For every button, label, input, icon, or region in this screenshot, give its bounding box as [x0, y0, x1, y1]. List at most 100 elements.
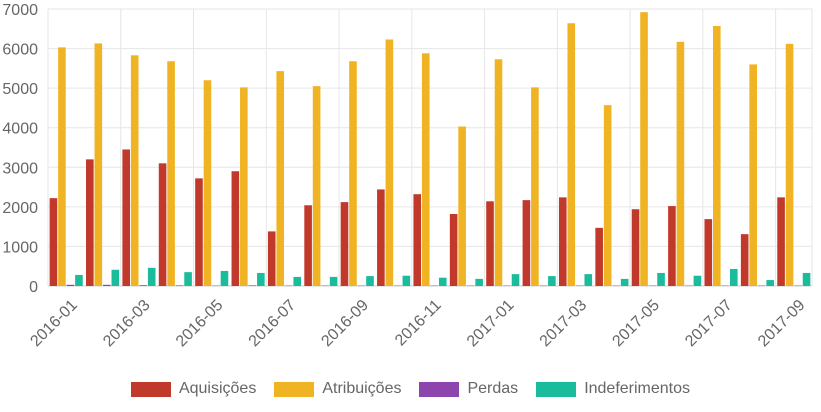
bar-atribuicoes-2016-04[interactable] [167, 61, 175, 286]
bar-indeferimentos-2016-10[interactable] [403, 276, 411, 286]
legend: Aquisições Atribuições Perdas Indeferime… [0, 376, 821, 402]
bar-aquisicoes-2016-09[interactable] [341, 202, 349, 286]
bar-indeferimentos-2017-04[interactable] [621, 279, 629, 286]
bar-aquisicoes-2017-08[interactable] [741, 234, 749, 286]
bar-indeferimentos-2016-04[interactable] [184, 272, 192, 286]
bar-aquisicoes-2016-03[interactable] [122, 149, 130, 286]
y-tick-label: 2000 [2, 200, 38, 217]
legend-swatch-indeferimentos [536, 382, 576, 397]
bar-atribuicoes-2016-12[interactable] [458, 127, 466, 286]
bar-perdas-2016-03[interactable] [139, 285, 147, 286]
bar-aquisicoes-2016-11[interactable] [413, 194, 421, 286]
bar-aquisicoes-2017-03[interactable] [559, 197, 567, 286]
x-tick-label: 2016-01 [27, 297, 81, 351]
y-tick-label: 1000 [2, 239, 38, 256]
bar-indeferimentos-2017-05[interactable] [657, 273, 665, 286]
bar-aquisicoes-2017-01[interactable] [486, 201, 494, 286]
x-tick-label: 2017-03 [537, 297, 591, 351]
y-tick-label: 3000 [2, 160, 38, 177]
bar-aquisicoes-2017-07[interactable] [704, 219, 712, 286]
bar-aquisicoes-2017-06[interactable] [668, 206, 676, 286]
bar-atribuicoes-2016-06[interactable] [240, 87, 248, 286]
legend-swatch-aquisicoes [131, 382, 171, 397]
legend-swatch-atribuicoes [274, 382, 314, 397]
bar-aquisicoes-2016-02[interactable] [86, 159, 94, 286]
bar-atribuicoes-2017-04[interactable] [604, 105, 612, 286]
bar-atribuicoes-2017-03[interactable] [567, 23, 575, 286]
bar-atribuicoes-2016-11[interactable] [422, 53, 430, 286]
bar-aquisicoes-2017-05[interactable] [632, 209, 640, 286]
bar-aquisicoes-2016-07[interactable] [268, 231, 276, 286]
x-tick-label: 2016-09 [318, 297, 372, 351]
bar-atribuicoes-2017-02[interactable] [531, 87, 539, 286]
x-tick-label: 2017-09 [755, 297, 809, 351]
bar-atribuicoes-2016-08[interactable] [313, 86, 321, 286]
legend-label-indeferimentos: Indeferimentos [584, 380, 690, 398]
bar-aquisicoes-2016-10[interactable] [377, 189, 385, 286]
legend-label-aquisicoes: Aquisições [179, 380, 256, 398]
bar-indeferimentos-2016-11[interactable] [439, 278, 447, 286]
bar-perdas-2016-01[interactable] [67, 285, 75, 286]
bar-aquisicoes-2016-01[interactable] [50, 198, 58, 286]
bar-indeferimentos-2017-09[interactable] [803, 273, 811, 286]
bar-atribuicoes-2016-01[interactable] [58, 47, 66, 286]
bar-atribuicoes-2017-07[interactable] [713, 26, 721, 286]
bar-indeferimentos-2016-06[interactable] [257, 273, 265, 286]
bar-atribuicoes-2016-05[interactable] [204, 80, 212, 286]
bar-aquisicoes-2016-12[interactable] [450, 214, 458, 286]
bar-indeferimentos-2016-02[interactable] [112, 270, 120, 286]
bar-atribuicoes-2016-03[interactable] [131, 55, 139, 286]
legend-item-perdas[interactable]: Perdas [419, 380, 518, 398]
legend-label-perdas: Perdas [467, 380, 518, 398]
bar-perdas-2016-06[interactable] [249, 285, 257, 286]
bar-aquisicoes-2016-06[interactable] [232, 171, 240, 286]
bars [50, 12, 811, 286]
bar-indeferimentos-2016-01[interactable] [75, 275, 83, 286]
x-tick-label: 2017-05 [609, 297, 663, 351]
legend-label-atribuicoes: Atribuições [322, 380, 401, 398]
bar-indeferimentos-2017-02[interactable] [548, 276, 556, 286]
bar-aquisicoes-2016-05[interactable] [195, 178, 203, 286]
x-tick-label: 2016-11 [392, 297, 445, 350]
bar-aquisicoes-2017-02[interactable] [523, 200, 531, 286]
bar-indeferimentos-2016-08[interactable] [330, 277, 338, 286]
bar-atribuicoes-2017-08[interactable] [749, 64, 757, 286]
bar-indeferimentos-2016-07[interactable] [293, 277, 301, 286]
x-tick-label: 2017-07 [682, 297, 736, 351]
legend-item-atribuicoes[interactable]: Atribuições [274, 380, 401, 398]
bar-indeferimentos-2016-03[interactable] [148, 268, 156, 286]
x-tick-label: 2017-01 [464, 297, 518, 351]
bar-indeferimentos-2016-09[interactable] [366, 276, 374, 286]
bar-atribuicoes-2016-02[interactable] [95, 43, 103, 286]
bar-atribuicoes-2017-01[interactable] [495, 59, 503, 286]
legend-item-aquisicoes[interactable]: Aquisições [131, 380, 256, 398]
bar-aquisicoes-2016-04[interactable] [159, 163, 167, 286]
bar-aquisicoes-2016-08[interactable] [304, 205, 312, 286]
bar-atribuicoes-2016-10[interactable] [386, 39, 394, 286]
bar-indeferimentos-2017-03[interactable] [584, 274, 592, 286]
y-tick-label: 6000 [2, 42, 38, 59]
bar-indeferimentos-2017-08[interactable] [766, 280, 774, 286]
bar-atribuicoes-2017-05[interactable] [640, 12, 648, 286]
bar-indeferimentos-2016-12[interactable] [475, 279, 483, 286]
x-tick-label: 2016-03 [100, 297, 154, 351]
bar-atribuicoes-2016-07[interactable] [276, 71, 284, 286]
bar-indeferimentos-2017-07[interactable] [730, 269, 738, 286]
bar-atribuicoes-2017-09[interactable] [786, 44, 794, 286]
bar-aquisicoes-2017-04[interactable] [595, 228, 603, 286]
legend-item-indeferimentos[interactable]: Indeferimentos [536, 380, 690, 398]
bar-indeferimentos-2016-05[interactable] [221, 271, 229, 286]
bar-aquisicoes-2017-09[interactable] [777, 197, 785, 286]
x-tick-label: 2016-07 [246, 297, 300, 351]
y-tick-label: 5000 [2, 81, 38, 98]
bar-indeferimentos-2017-01[interactable] [512, 274, 520, 286]
bar-atribuicoes-2017-06[interactable] [677, 42, 685, 286]
legend-swatch-perdas [419, 382, 459, 397]
bar-atribuicoes-2016-09[interactable] [349, 61, 357, 286]
y-tick-label: 0 [29, 279, 38, 296]
bar-indeferimentos-2017-06[interactable] [694, 276, 702, 286]
bar-perdas-2016-04[interactable] [176, 285, 184, 286]
bar-perdas-2016-02[interactable] [103, 285, 111, 286]
